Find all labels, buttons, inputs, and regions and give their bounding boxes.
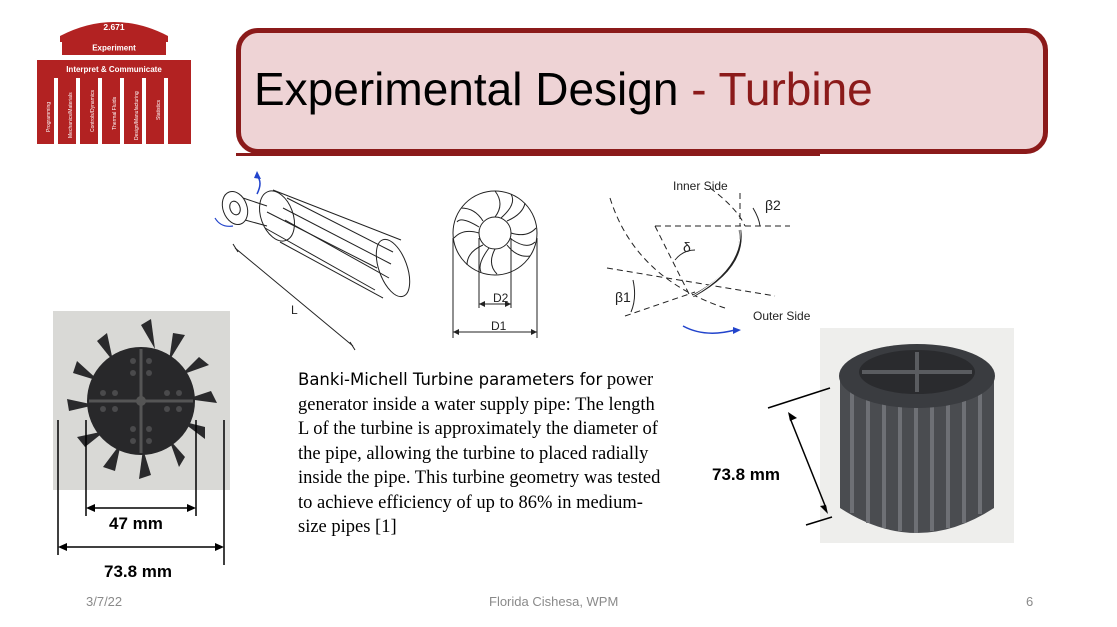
beta1-label: β1 [615,289,631,305]
turbine-photo-top-view [53,311,230,490]
delta-label: δ [683,239,691,255]
logo-pillar-2: Mechanics/Materials [68,92,74,138]
title-underline [236,153,820,156]
course-logo: 2.671 Experiment Interpret & Communicate… [37,22,191,144]
title-accent: Turbine [718,63,873,115]
title-main: Experimental Design [254,63,692,115]
turbine-cross-section [452,190,538,338]
dimension-outer-width-label: 73.8 mm [104,562,173,581]
footer-author: Florida Cishesa, WPM [489,594,619,609]
logo-interpret-label: Interpret & Communicate [66,65,162,74]
inner-diameter-label: D2 [493,291,509,305]
outer-diameter-label: D1 [491,319,507,333]
dimension-height-label: 73.8 mm [712,465,781,484]
description-rest: power generator inside a water supply pi… [298,370,661,537]
footer-page-number: 6 [1026,594,1034,609]
turbine-photo-side-view [820,328,1014,543]
slide-title: Experimental Design - Turbine [254,66,873,112]
length-label: L [291,303,298,317]
logo-pillar-6: Statistics [156,99,162,120]
dimension-47mm-label: 47 mm [109,514,163,533]
turbine-diagrams: L D2 D1 [214,171,811,351]
title-box [236,28,1048,154]
logo-pillar-3: Controls/Dynamics [90,90,96,132]
logo-pillar-4: Thermal Fluids [112,96,118,130]
logo-pillar-5: Design/Manufacturing [134,91,140,140]
footer-date: 3/7/22 [86,594,123,609]
logo-experiment-label: Experiment [92,44,136,53]
logo-pillar-1: Programming [46,102,52,132]
logo-course-number: 2.671 [103,22,125,32]
blade-angle-diagram [606,187,790,317]
outer-side-label: Outer Side [753,309,811,323]
inner-side-label: Inner Side [673,179,728,193]
description-lead: Banki-Michell Turbine parameters for [298,370,603,389]
title-dash: - [691,63,719,115]
beta2-label: β2 [765,197,781,213]
isometric-turbine-drawing [221,189,411,351]
turbine-description: Banki-Michell Turbine parameters for pow… [298,368,668,540]
